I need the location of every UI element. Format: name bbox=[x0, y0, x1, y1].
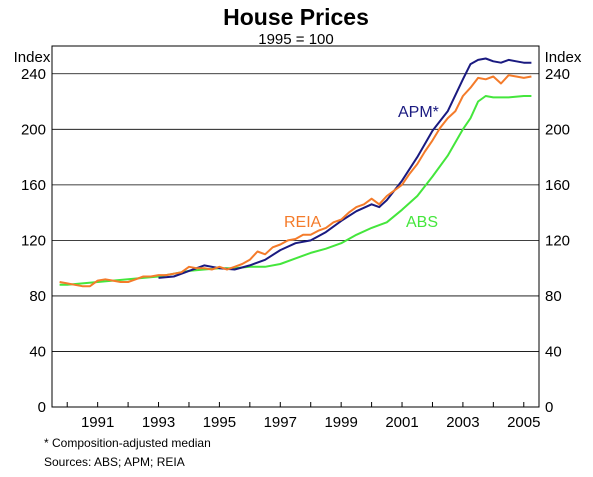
chart-subtitle: 1995 = 100 bbox=[258, 31, 334, 48]
left-axis-unit: Index bbox=[14, 49, 51, 66]
y-tick-left-240: 240 bbox=[21, 66, 46, 83]
series-label-apm: APM* bbox=[398, 104, 439, 121]
x-tick-1997: 1997 bbox=[264, 414, 297, 431]
right-axis-unit: Index bbox=[545, 49, 582, 66]
y-tick-right-240: 240 bbox=[545, 66, 570, 83]
footnote: * Composition-adjusted median bbox=[44, 436, 211, 450]
x-tick-2005: 2005 bbox=[507, 414, 540, 431]
series-label-abs: ABS bbox=[406, 214, 438, 231]
series-line-reia bbox=[59, 74, 532, 288]
y-tick-left-0: 0 bbox=[38, 399, 46, 416]
y-tick-left-40: 40 bbox=[29, 343, 46, 360]
x-tick-1999: 1999 bbox=[324, 414, 357, 431]
y-tick-left-200: 200 bbox=[21, 121, 46, 138]
series-label-reia: REIA bbox=[284, 214, 322, 231]
sources-note: Sources: ABS; APM; REIA bbox=[44, 455, 185, 469]
series-line-abs bbox=[59, 95, 532, 286]
x-tick-2003: 2003 bbox=[446, 414, 479, 431]
x-tick-1993: 1993 bbox=[142, 414, 175, 431]
series-lines bbox=[59, 57, 532, 288]
y-tick-right-120: 120 bbox=[545, 232, 570, 249]
y-tick-left-80: 80 bbox=[29, 288, 46, 305]
y-tick-right-40: 40 bbox=[545, 343, 562, 360]
y-tick-right-0: 0 bbox=[545, 399, 553, 416]
axis-ticks: 0 0 40 40 80 80 120 120 160 160 200 200 240 240 1991 19… bbox=[21, 66, 570, 431]
x-tick-1991: 1991 bbox=[81, 414, 114, 431]
plot-frame bbox=[51, 45, 540, 408]
chart-title: House Prices bbox=[223, 4, 369, 30]
x-tick-2001: 2001 bbox=[385, 414, 418, 431]
grid-lines bbox=[52, 73, 539, 352]
y-tick-left-120: 120 bbox=[21, 232, 46, 249]
y-tick-left-160: 160 bbox=[21, 177, 46, 194]
x-tick-1995: 1995 bbox=[203, 414, 236, 431]
y-tick-right-200: 200 bbox=[545, 121, 570, 138]
series-line-apm bbox=[158, 57, 532, 279]
y-tick-right-160: 160 bbox=[545, 177, 570, 194]
y-tick-right-80: 80 bbox=[545, 288, 562, 305]
